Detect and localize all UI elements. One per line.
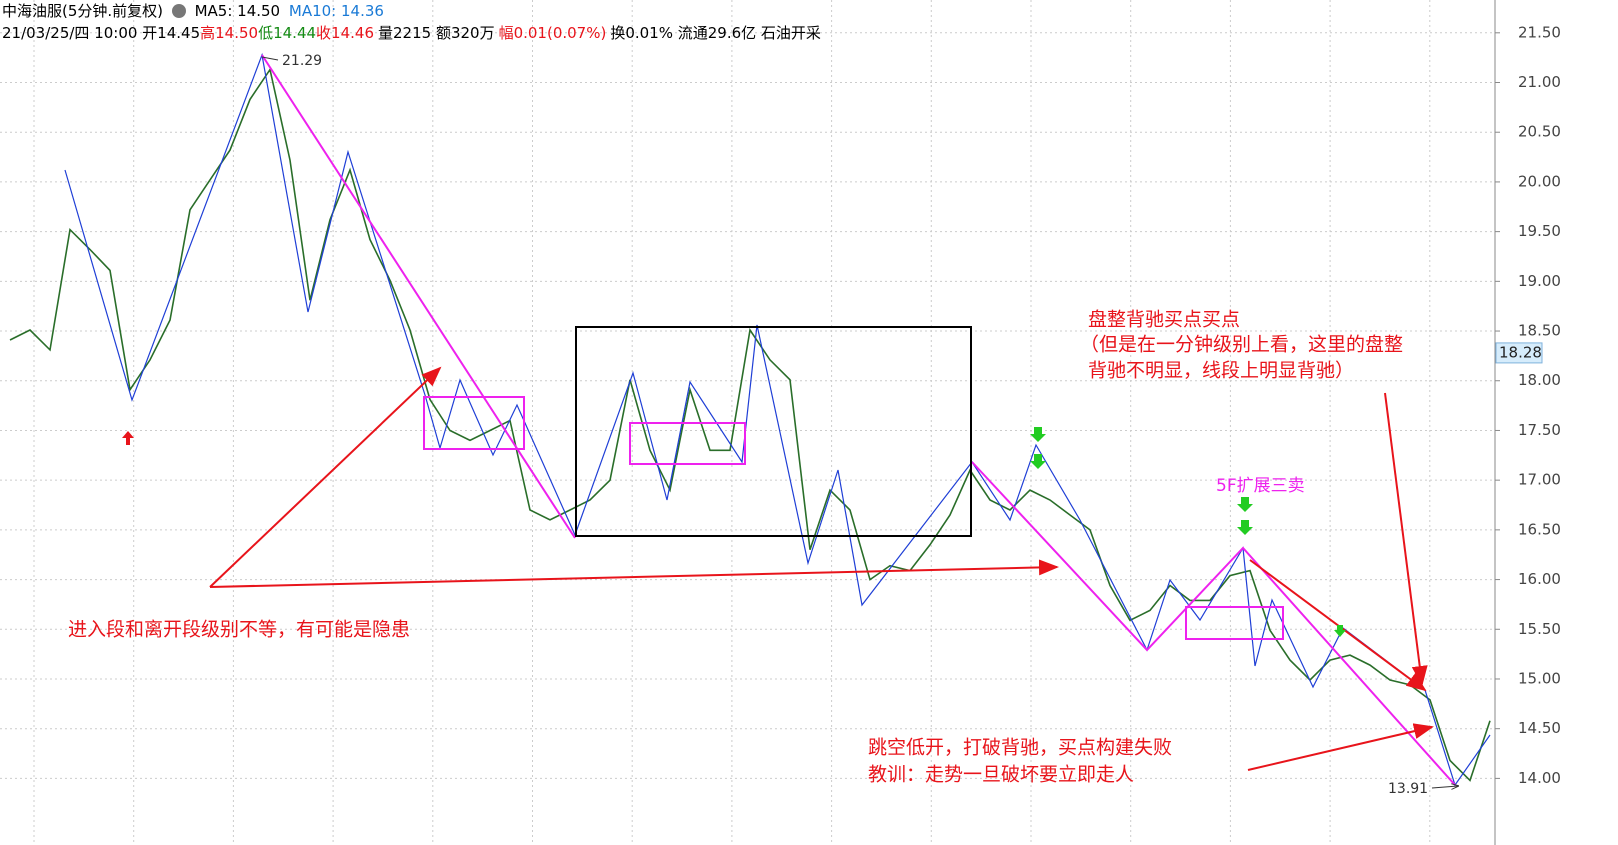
change: 幅0.01(0.07%) [498, 24, 607, 42]
note: 5F扩展三卖 [1216, 476, 1305, 496]
arrow [209, 366, 442, 588]
y-tick-label: 18.50 [1518, 322, 1561, 340]
turnover: 换0.01% 流通29.6亿 石油开采 [610, 24, 821, 42]
low: 低14.44 [258, 24, 317, 42]
y-tick-label: 14.50 [1518, 719, 1561, 737]
pointer [261, 56, 279, 61]
last-price-box [1495, 342, 1543, 364]
sell-signals [1030, 427, 1346, 637]
y-tick-label: 15.00 [1518, 669, 1561, 687]
header-line: 中海油服(5分钟.前复权) MA5: 14.50 MA10: 14.36 [2, 2, 388, 20]
y-tick-label: 21.50 [1518, 23, 1561, 41]
note: 进入段和离开段级别不等，有可能是隐患 [68, 619, 410, 641]
y-tick-label: 19.00 [1518, 272, 1561, 290]
stock-title: 中海油服(5分钟.前复权) [2, 2, 164, 20]
y-tick-label: 17.50 [1518, 421, 1561, 439]
date-open: 21/03/25/四 10:00 开14.45 [2, 24, 201, 42]
pivot-box [629, 422, 746, 465]
y-tick-label: 14.00 [1518, 769, 1561, 787]
low-label: 13.91 [1388, 781, 1428, 797]
note: 背驰不明显，线段上明显背驰） [1088, 360, 1354, 382]
high: 高14.50 [200, 24, 259, 42]
y-tick-label: 21.00 [1518, 73, 1561, 91]
ma5: MA5: 14.50 [194, 2, 281, 20]
high-label: 21.29 [282, 53, 322, 69]
pivot-box [1185, 606, 1284, 640]
arrow [209, 559, 1059, 588]
y-tick-label: 20.50 [1518, 123, 1561, 141]
info-line: 21/03/25/四 10:00 开14.45高14.50低14.44收14.4… [2, 24, 825, 42]
y-tick-label: 16.00 [1518, 570, 1561, 588]
note: （但是在一分钟级别上看，这里的盘整 [1080, 334, 1403, 356]
y-tick-label: 15.50 [1518, 620, 1561, 638]
y-tick-label: 18.00 [1518, 371, 1561, 389]
ma10: MA10: 14.36 [288, 2, 384, 20]
note: 盘整背驰买点买点 [1088, 309, 1240, 331]
pivot-box [423, 396, 525, 450]
pointer [1431, 786, 1458, 788]
segment-line [971, 461, 1456, 786]
annotations [64, 52, 1491, 788]
y-tick-label: 17.00 [1518, 471, 1561, 489]
segment-line [261, 54, 576, 539]
arrow [1247, 723, 1434, 771]
y-tick-label: 19.50 [1518, 222, 1561, 240]
arrow [1384, 392, 1428, 686]
note: 跳空低开，打破背驰，买点构建失败 [868, 737, 1172, 759]
range-box [575, 326, 972, 537]
note: 教训：走势一旦破坏要立即走人 [868, 764, 1134, 786]
y-tick-label: 20.00 [1518, 172, 1561, 190]
price-line [9, 67, 1491, 782]
buy-signal [122, 431, 134, 445]
close: 收14.46 [316, 24, 374, 42]
last-price-label: 18.28 [1499, 343, 1542, 361]
settings-icon[interactable] [171, 4, 186, 18]
volume: 量2215 额320万 [378, 24, 495, 42]
y-tick-label: 16.50 [1518, 520, 1561, 538]
stroke-zigzag [64, 52, 1491, 787]
